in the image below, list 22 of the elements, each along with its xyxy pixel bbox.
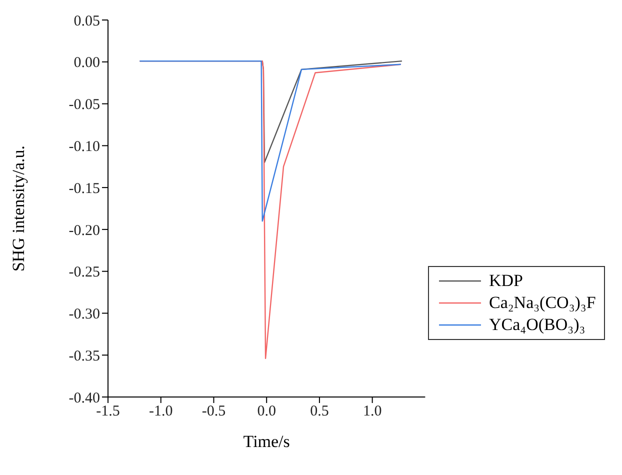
y-tick-label: -0.15: [68, 180, 100, 197]
y-tick-label: -0.40: [68, 390, 100, 406]
legend-label: KDP: [489, 270, 524, 292]
y-tick-label: -0.35: [68, 348, 100, 364]
y-tick-label: -0.10: [68, 138, 100, 155]
x-tick-label: -1.5: [96, 404, 120, 420]
y-tick-label: -0.30: [68, 306, 100, 323]
x-tick-label: -0.5: [202, 404, 226, 420]
x-axis-title: Time/s: [243, 432, 290, 451]
x-tick-label: -1.0: [148, 404, 173, 420]
legend-label: Ca₂Na₃(CO₃)₃F: [489, 292, 596, 314]
x-tick-label: 0.5: [310, 404, 329, 420]
y-tick-label: -0.05: [68, 97, 100, 114]
y-tick-label: -0.25: [68, 264, 100, 281]
line-series: [139, 60, 402, 222]
legend-label: YCa₄O(BO₃)₃: [489, 314, 586, 336]
y-tick-label: 0.00: [74, 55, 100, 72]
x-tick-label: 1.0: [362, 404, 382, 420]
x-tick-label: 0.0: [257, 404, 276, 420]
y-tick-label: -0.20: [68, 222, 100, 239]
y-axis-title: SHG intensity/a.u.: [9, 145, 28, 272]
y-tick-label: 0.05: [74, 13, 100, 30]
